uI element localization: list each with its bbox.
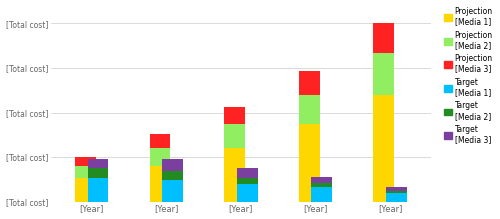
- Bar: [311, 187, 332, 202]
- Legend: Projection
[Media 1], Projection
[Media 2], Projection
[Media 3], Target
[Media : Projection [Media 1], Projection [Media …: [442, 5, 494, 146]
- Bar: [236, 178, 258, 184]
- Bar: [224, 148, 245, 202]
- Bar: [374, 23, 394, 53]
- Bar: [88, 159, 108, 168]
- Bar: [298, 95, 320, 124]
- Bar: [386, 187, 406, 191]
- Bar: [298, 71, 320, 95]
- Bar: [150, 166, 171, 202]
- Bar: [88, 168, 108, 178]
- Bar: [162, 159, 183, 171]
- Bar: [88, 178, 108, 202]
- Bar: [236, 184, 258, 202]
- Bar: [75, 166, 96, 178]
- Bar: [162, 171, 183, 180]
- Bar: [374, 53, 394, 95]
- Bar: [386, 191, 406, 193]
- Bar: [150, 134, 171, 148]
- Bar: [75, 178, 96, 202]
- Bar: [224, 124, 245, 148]
- Bar: [75, 157, 96, 166]
- Bar: [374, 95, 394, 202]
- Bar: [162, 180, 183, 202]
- Bar: [311, 183, 332, 187]
- Bar: [236, 168, 258, 178]
- Bar: [311, 177, 332, 183]
- Bar: [298, 124, 320, 202]
- Bar: [224, 107, 245, 124]
- Bar: [386, 193, 406, 202]
- Bar: [150, 148, 171, 166]
